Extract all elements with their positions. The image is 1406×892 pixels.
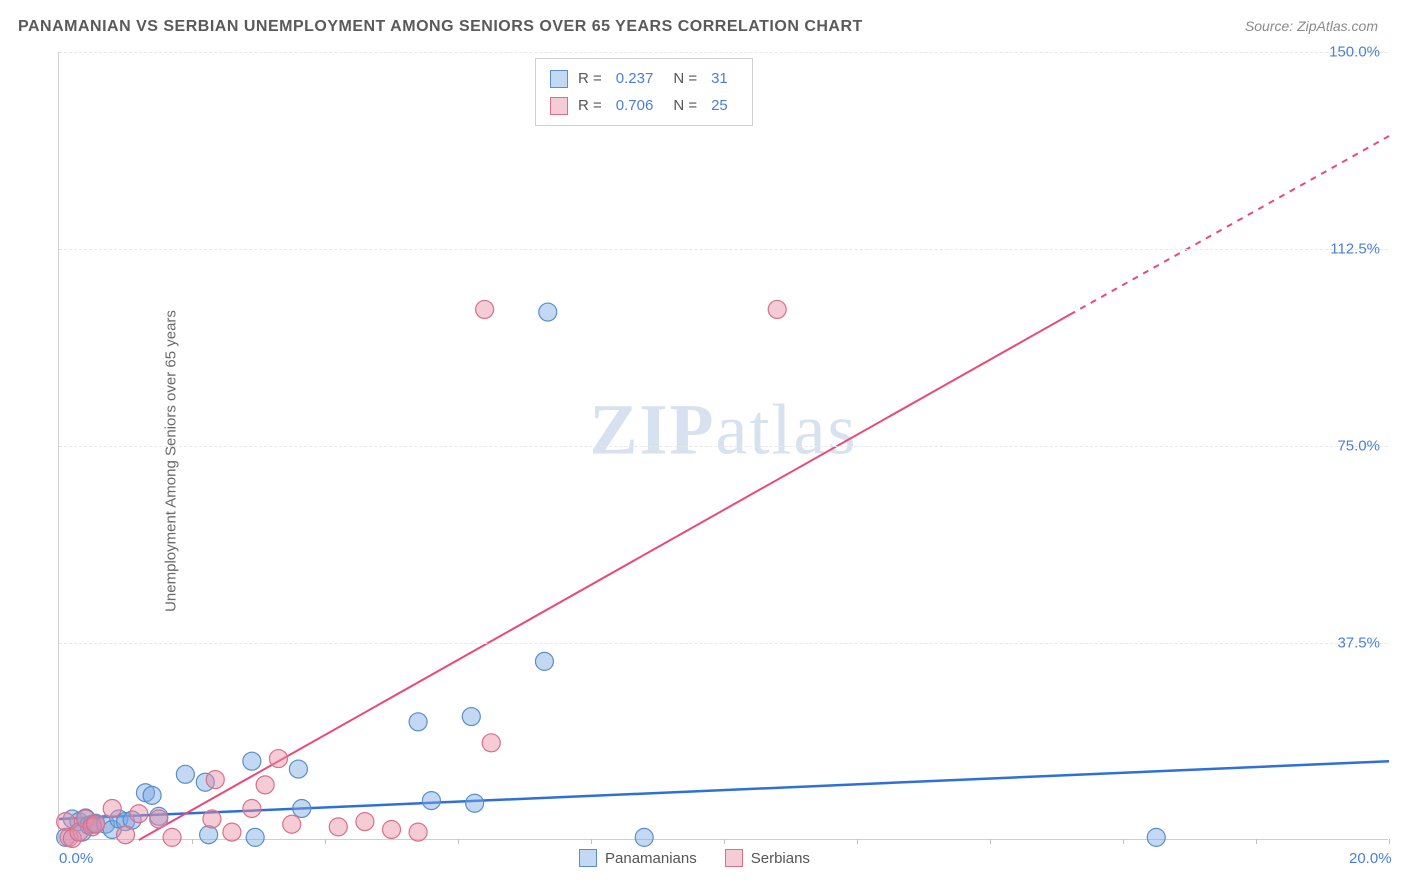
chart-source: Source: ZipAtlas.com (1245, 18, 1378, 34)
gridline (59, 52, 1388, 53)
gridline (59, 249, 1388, 250)
legend-series-item: Panamanians (579, 849, 697, 867)
y-tick-label: 37.5% (1337, 635, 1380, 652)
x-tick (59, 839, 60, 844)
chart-title: PANAMANIAN VS SERBIAN UNEMPLOYMENT AMONG… (18, 18, 863, 36)
legend-row: R =0.706 N =25 (550, 92, 738, 119)
legend-swatch (550, 70, 568, 88)
chart-header: PANAMANIAN VS SERBIAN UNEMPLOYMENT AMONG… (0, 0, 1406, 44)
chart-container: Unemployment Among Seniors over 65 years… (58, 52, 1388, 870)
legend-row: R =0.237 N =31 (550, 65, 738, 92)
x-tick (325, 839, 326, 844)
y-tick-label: 150.0% (1329, 44, 1380, 61)
legend-correlation: R =0.237 N =31 R =0.706 N =25 (535, 58, 753, 126)
x-tick (591, 839, 592, 844)
x-tick (1389, 839, 1390, 844)
x-tick-label: 20.0% (1349, 850, 1392, 867)
legend-swatch (550, 97, 568, 115)
gridline (59, 643, 1388, 644)
legend-swatch (579, 849, 597, 867)
x-tick (458, 839, 459, 844)
y-tick-label: 112.5% (1330, 241, 1380, 258)
gridline (59, 446, 1388, 447)
x-tick (192, 839, 193, 844)
x-tick (990, 839, 991, 844)
legend-swatch (725, 849, 743, 867)
x-tick (724, 839, 725, 844)
x-tick (857, 839, 858, 844)
plot-area: ZIPatlas R =0.237 N =31 R =0.706 N =25 P… (58, 52, 1388, 840)
x-tick (1123, 839, 1124, 844)
legend-series-item: Serbians (725, 849, 810, 867)
x-tick (1256, 839, 1257, 844)
legend-series: Panamanians Serbians (579, 849, 810, 867)
x-tick-label: 0.0% (59, 850, 93, 867)
y-tick-label: 75.0% (1337, 438, 1380, 455)
